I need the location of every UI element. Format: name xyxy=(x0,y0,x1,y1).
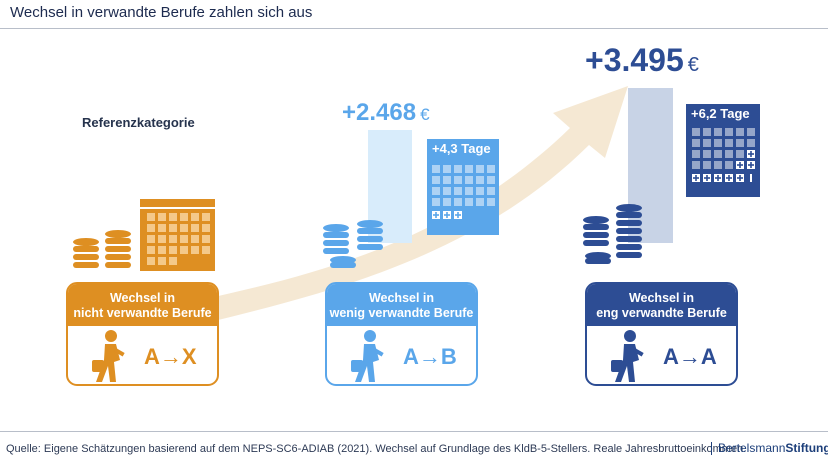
card-closely-related-professions: Wechsel in eng verwandte Berufe A→A xyxy=(585,282,738,386)
source-note: Quelle: Eigene Schätzungen basierend auf… xyxy=(6,443,747,455)
card-line2: eng verwandte Berufe xyxy=(596,306,727,320)
card-header: Wechsel in wenig verwandte Berufe xyxy=(327,284,476,326)
card-line1: Wechsel in xyxy=(368,291,435,305)
bottom-divider xyxy=(0,431,828,432)
currency-symbol: € xyxy=(420,105,430,124)
brand-part1: Bertelsmann xyxy=(718,441,786,455)
calendar-icon: +6,2 Tage xyxy=(686,104,760,197)
card-line1: Wechsel in xyxy=(109,291,176,305)
amount-value: +2.468 xyxy=(342,99,417,126)
card-unrelated-professions: Wechsel in nicht verwandte Berufe A→X xyxy=(66,282,219,386)
card-slightly-related-professions: Wechsel in wenig verwandte Berufe A→B xyxy=(325,282,478,386)
walking-person-icon xyxy=(351,330,384,382)
calendar-grid xyxy=(692,128,755,182)
brand-logo: BertelsmannStiftung xyxy=(711,441,828,456)
brand-separator xyxy=(711,442,712,456)
days-label: +4,3 Tage xyxy=(432,141,491,156)
formula-text: A→B xyxy=(403,344,457,369)
amount-value: +3.495 xyxy=(585,42,684,78)
reference-category-label: Referenzkategorie xyxy=(82,115,195,130)
coin-stack-icon xyxy=(323,220,383,268)
income-amount: +2.468 € xyxy=(342,99,430,127)
card-header: Wechsel in nicht verwandte Berufe xyxy=(68,284,217,326)
currency-symbol: € xyxy=(687,54,699,76)
formula-text: A→A xyxy=(663,344,717,369)
top-divider xyxy=(0,28,828,29)
coin-stack-icon xyxy=(73,230,131,268)
calendar-icon: +4,3 Tage xyxy=(427,139,499,235)
calendar-icon xyxy=(140,199,215,271)
card-line1: Wechsel in xyxy=(628,291,695,305)
page-title: Wechsel in verwandte Berufe zahlen sich … xyxy=(10,4,313,21)
calendar-grid xyxy=(432,165,495,219)
walking-person-icon xyxy=(611,330,644,382)
coin-stack-icon xyxy=(583,204,642,264)
formula-text: A→X xyxy=(144,344,197,369)
card-line2: wenig verwandte Berufe xyxy=(329,306,474,320)
days-label: +6,2 Tage xyxy=(691,106,750,121)
brand-part2: Stiftung xyxy=(785,441,828,455)
income-amount: +3.495 € xyxy=(585,42,699,79)
walking-person-icon xyxy=(92,330,125,382)
card-line2: nicht verwandte Berufe xyxy=(73,306,212,320)
card-header: Wechsel in eng verwandte Berufe xyxy=(587,284,736,326)
